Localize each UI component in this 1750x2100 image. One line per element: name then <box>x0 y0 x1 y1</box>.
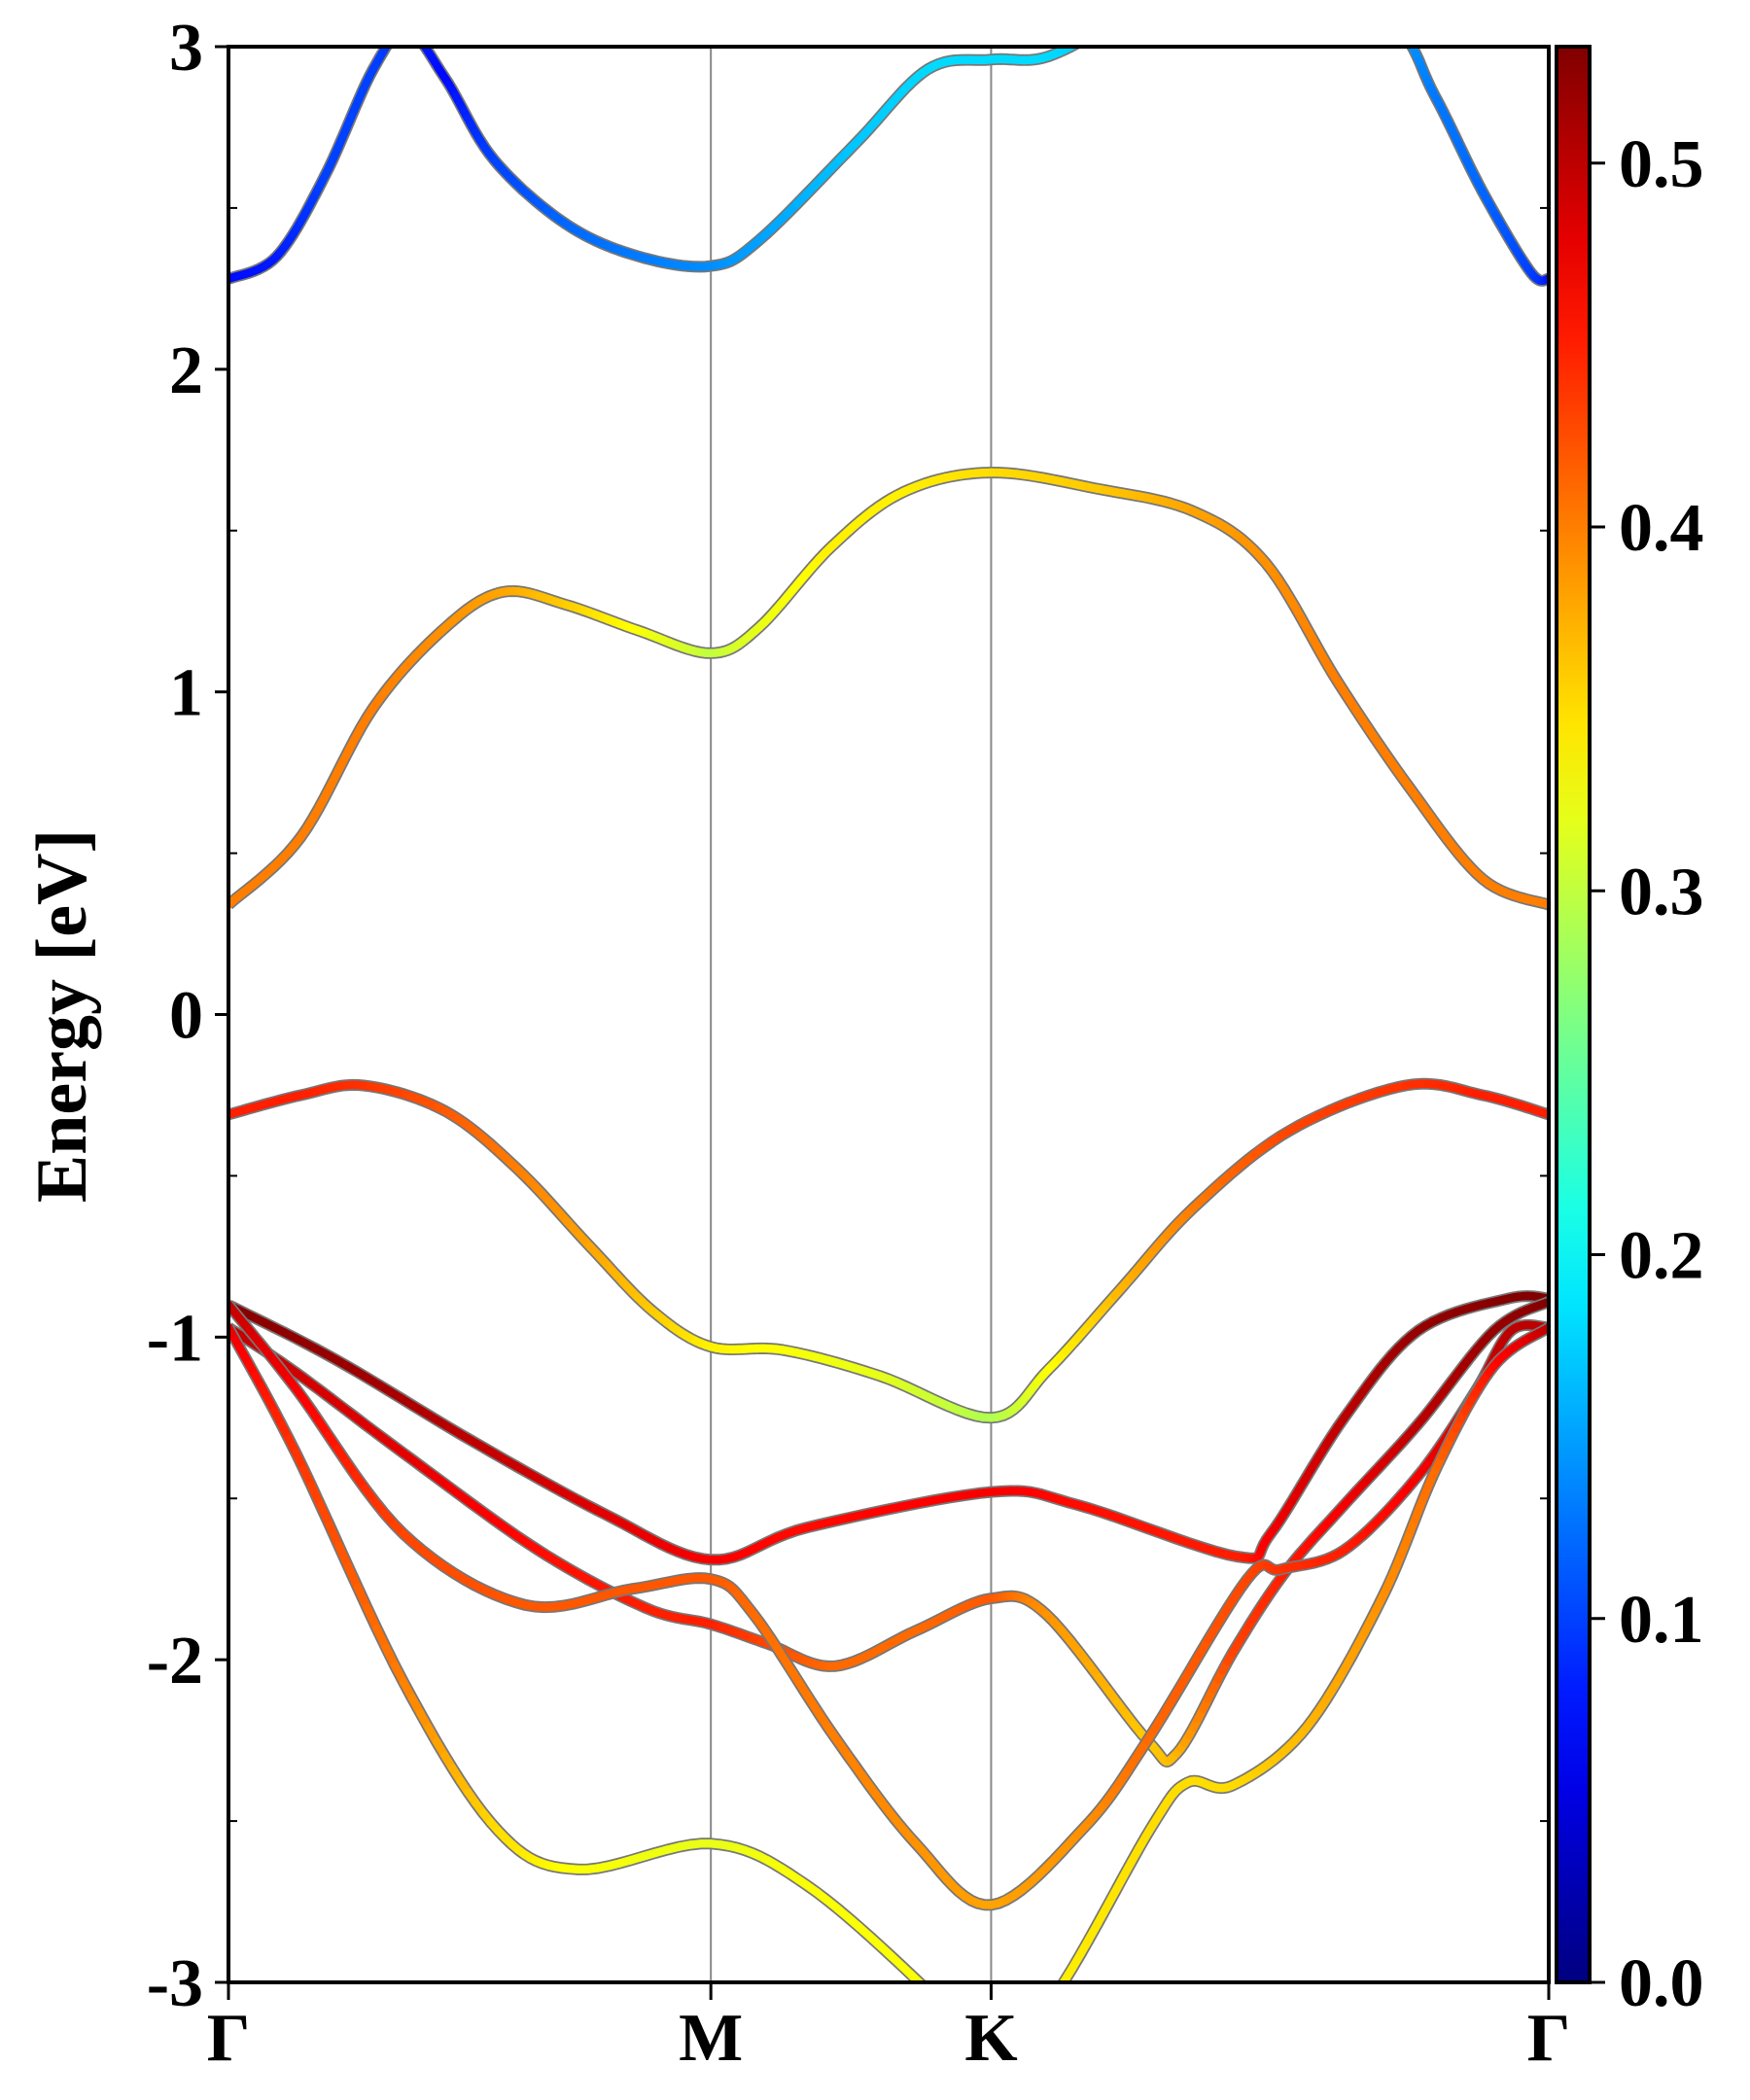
band-segment <box>396 32 399 34</box>
band-segment <box>1032 2019 1038 2027</box>
band-segment <box>420 47 424 48</box>
band-segment <box>908 1971 926 1982</box>
colorbar-tick-label: 0.3 <box>1619 855 1704 929</box>
x-tick-label: K <box>964 2001 1017 2076</box>
y-tick-label: 1 <box>169 656 203 731</box>
band-v1 <box>228 1077 1549 1424</box>
band-segment <box>413 33 416 36</box>
band-segment <box>1405 35 1410 42</box>
band-segment <box>960 2030 964 2037</box>
x-tick-label: Γ <box>1527 2001 1571 2076</box>
bands <box>228 0 1549 2047</box>
band-segment <box>1367 0 1377 6</box>
band-v5 <box>228 1322 1549 2047</box>
band-segment <box>394 34 397 37</box>
y-tick-label: -1 <box>147 1301 203 1376</box>
y-tick-label: -2 <box>147 1624 203 1698</box>
band-c2 <box>228 0 1549 287</box>
band-segment <box>1051 1992 1058 2002</box>
band-segment <box>1400 28 1405 35</box>
band-v3 <box>228 1296 1549 1768</box>
band-segment <box>1105 20 1112 25</box>
band-outline <box>228 1290 1549 1566</box>
band-segment <box>1022 2034 1027 2041</box>
band-outline <box>228 1296 1549 1768</box>
band-segment <box>1017 2041 1022 2047</box>
x-tick-label: M <box>679 2001 743 2076</box>
band-segment <box>1087 34 1093 38</box>
band-segment <box>1378 6 1386 14</box>
band-v2 <box>228 1290 1549 1566</box>
colorbar-tick-label: 0.4 <box>1619 491 1704 566</box>
band-segment <box>407 30 410 31</box>
band-segment <box>929 1992 936 2000</box>
y-axis-title: Energy [eV] <box>22 829 102 1203</box>
band-segment <box>1386 15 1394 21</box>
band-segment <box>949 2014 954 2022</box>
band-segment <box>410 31 413 33</box>
band-segment <box>1099 25 1105 30</box>
y-tick-label: -3 <box>147 1946 203 2021</box>
band-v4 <box>228 1300 1549 1911</box>
plot-frame <box>227 45 1551 1984</box>
band-segment <box>1093 30 1100 34</box>
band-segment <box>416 36 419 39</box>
band-segment <box>1113 15 1121 20</box>
colorbar-tick-label: 0.1 <box>1619 1583 1704 1658</box>
colorbar-tick-label: 0.0 <box>1619 1946 1704 2021</box>
colorbar-tick-label: 0.2 <box>1619 1219 1704 1294</box>
band-segment <box>917 1979 926 1982</box>
band-outline <box>228 1077 1549 1424</box>
band-segment <box>1129 0 1138 8</box>
y-tick-label: 2 <box>169 333 203 408</box>
band-segment <box>1121 8 1130 15</box>
colorbar-gradient <box>1555 45 1592 1984</box>
band-segment <box>1071 47 1080 49</box>
y-axis: 3 2 1 0 -1 -2 -3 <box>147 11 1549 2021</box>
colorbar: 0.0 0.1 0.2 0.3 0.4 0.5 <box>1555 45 1704 2021</box>
colorbar-tick-label: 0.5 <box>1619 127 1704 202</box>
band-segment <box>1028 2027 1033 2034</box>
band-segment <box>402 30 404 31</box>
band-segment <box>399 31 402 32</box>
band-outline <box>228 467 1549 911</box>
x-tick-label: Γ <box>207 2001 251 2076</box>
band-segment <box>384 47 392 49</box>
band-segment <box>1038 2011 1044 2019</box>
y-tick-label: 0 <box>169 979 203 1054</box>
band-segment <box>955 2022 960 2030</box>
y-tick-label: 3 <box>169 11 203 86</box>
band-segment <box>1393 21 1399 28</box>
high-symmetry-lines <box>710 47 993 1982</box>
band-c1 <box>228 467 1549 911</box>
band-segment <box>1044 2002 1050 2011</box>
band-segment <box>1081 38 1087 42</box>
band-outline <box>228 47 1549 287</box>
band-segment <box>391 37 394 40</box>
band-segment <box>936 2000 943 2008</box>
band-segment <box>943 2007 949 2014</box>
